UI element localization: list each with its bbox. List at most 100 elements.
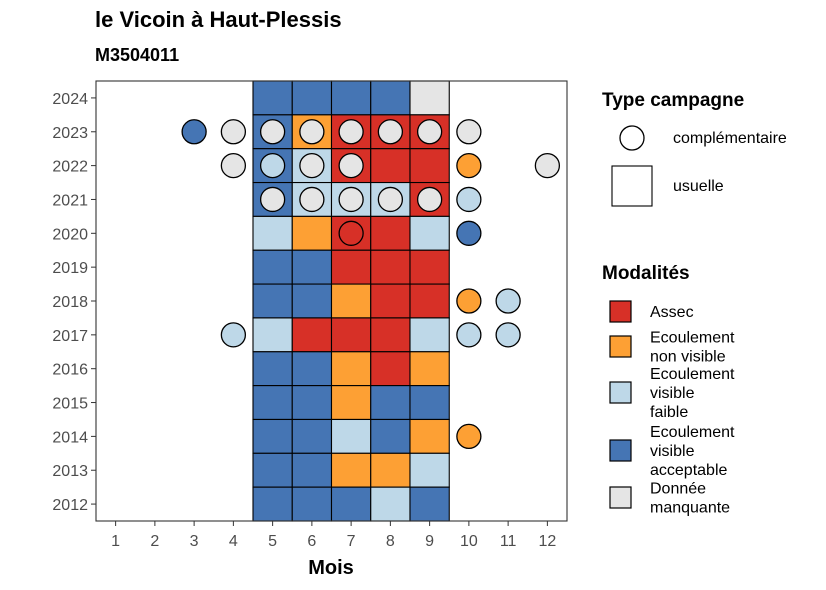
y-tick-label-2016: 2016: [52, 362, 88, 379]
point-complementaire-2021-8: [377, 186, 404, 213]
x-tick-label-7: 7: [347, 533, 356, 550]
legend-label-complementaire: complémentaire: [673, 130, 787, 147]
cell-usuelle-2016-6: [291, 351, 333, 387]
x-tick-label-8: 8: [386, 533, 395, 550]
point-complementaire-2022-10: [456, 152, 482, 179]
legend-key-assec: [609, 300, 632, 323]
cell-usuelle-2019-8: [370, 249, 411, 285]
y-tick-label-2024: 2024: [52, 91, 88, 108]
cell-usuelle-2017-5: [252, 317, 293, 353]
point-complementaire-2023-3: [181, 119, 207, 145]
cell-usuelle-2014-8: [370, 418, 411, 454]
legend-key-ecoulement-visible-faible: [609, 381, 632, 404]
cell-usuelle-2016-5: [252, 351, 293, 387]
cell-usuelle-2014-5: [252, 418, 293, 454]
legend-key-ecoulement-visible-acceptable: [609, 439, 632, 462]
point-complementaire-2022-7: [338, 152, 364, 179]
cell-usuelle-2015-5: [252, 385, 293, 421]
cell-usuelle-2016-7: [330, 351, 372, 387]
cell-usuelle-2016-8: [370, 351, 411, 387]
cell-usuelle-2015-7: [330, 385, 372, 421]
cell-usuelle-2019-5: [252, 249, 293, 285]
cell-usuelle-2015-8: [370, 385, 411, 421]
y-tick-label-2014: 2014: [52, 429, 88, 446]
legend-label-donnee-manquante: Donnée manquante: [650, 481, 730, 517]
cell-usuelle-2018-9: [409, 283, 450, 319]
x-axis-label: Mois: [308, 557, 354, 579]
cell-usuelle-2012-8: [370, 486, 411, 522]
y-tick-label-2018: 2018: [52, 294, 88, 311]
cell-usuelle-2014-6: [291, 418, 333, 454]
point-complementaire-2014-10: [456, 423, 482, 450]
y-tick-label-2022: 2022: [52, 159, 88, 176]
cell-usuelle-2013-5: [252, 452, 293, 488]
legend-key-complementaire: [619, 125, 645, 151]
x-tick-label-1: 1: [111, 533, 120, 550]
x-tick-label-3: 3: [190, 533, 199, 550]
y-tick-label-2021: 2021: [52, 192, 88, 209]
cell-usuelle-2012-6: [291, 486, 333, 522]
cell-usuelle-2017-8: [370, 317, 411, 353]
x-tick-label-6: 6: [307, 533, 316, 550]
x-tick-label-10: 10: [460, 533, 478, 550]
point-complementaire-2020-7: [338, 220, 364, 246]
y-tick-label-2012: 2012: [52, 497, 88, 514]
cell-usuelle-2015-9: [409, 385, 450, 421]
cell-usuelle-2018-5: [252, 283, 293, 319]
cell-usuelle-2019-6: [291, 249, 333, 285]
cell-usuelle-2024-8: [370, 80, 411, 116]
point-complementaire-2021-5: [259, 186, 286, 213]
cell-usuelle-2018-7: [330, 283, 372, 319]
x-tick-label-12: 12: [538, 533, 556, 550]
point-complementaire-2023-10: [456, 119, 482, 145]
point-complementaire-2023-4: [220, 119, 247, 145]
x-tick-label-2: 2: [150, 533, 159, 550]
legend-label-ecoulement-non-visible: Ecoulement non visible: [650, 330, 735, 366]
point-complementaire-2023-6: [299, 119, 325, 145]
y-tick-label-2020: 2020: [52, 226, 88, 243]
cell-usuelle-2024-6: [291, 80, 333, 116]
x-tick-label-5: 5: [268, 533, 277, 550]
cell-usuelle-2015-6: [291, 385, 333, 421]
chart-subtitle: M3504011: [95, 45, 180, 65]
cell-usuelle-2014-7: [330, 418, 372, 454]
point-complementaire-2022-4: [220, 152, 247, 179]
point-complementaire-2022-6: [299, 152, 325, 179]
cell-usuelle-2013-9: [409, 452, 450, 488]
legend-label-ecoulement-visible-acceptable: Ecoulement visible acceptable: [650, 424, 735, 479]
cell-usuelle-2013-6: [291, 452, 333, 488]
legend-type-campagne: Type campagne complémentaire usuelle: [602, 90, 787, 207]
legend-type-title: Type campagne: [602, 90, 744, 111]
point-complementaire-2023-9: [416, 119, 443, 145]
legend-key-usuelle: [611, 165, 653, 207]
y-tick-label-2013: 2013: [52, 463, 88, 480]
legend-label-assec: Assec: [650, 304, 694, 321]
point-complementaire-2023-8: [377, 119, 404, 145]
x-axis: 1 2 3 4 5 6 7 8 9 10 11 12: [111, 521, 556, 550]
point-complementaire-2023-5: [259, 119, 286, 145]
point-complementaire-2021-10: [456, 186, 482, 213]
cell-usuelle-2017-6: [291, 317, 333, 353]
cell-usuelle-2012-9: [409, 486, 450, 522]
cell-usuelle-2020-8: [370, 215, 411, 251]
cell-usuelle-2024-5: [252, 80, 293, 116]
cell-usuelle-2019-7: [330, 249, 372, 285]
point-complementaire-2021-9: [416, 186, 443, 213]
cell-usuelle-2016-9: [409, 351, 450, 387]
point-complementaire-2022-5: [259, 152, 286, 179]
legend-modalites-title: Modalités: [602, 263, 690, 284]
plot-panel: [95, 80, 568, 522]
cell-usuelle-2013-7: [330, 452, 372, 488]
cell-usuelle-2024-9: [409, 80, 450, 116]
x-tick-label-9: 9: [425, 533, 434, 550]
y-tick-label-2015: 2015: [52, 396, 88, 413]
y-tick-label-2019: 2019: [52, 260, 88, 277]
legend-key-ecoulement-non-visible: [609, 335, 632, 358]
cell-usuelle-2017-7: [330, 317, 372, 353]
legend-key-donnee-manquante: [609, 486, 632, 509]
cell-usuelle-2020-9: [409, 215, 450, 251]
y-axis: 2012 2013 2014 2015 2016 2017 2018 2019 2020 2021…: [52, 91, 96, 514]
cell-usuelle-2020-6: [291, 215, 333, 251]
cell-usuelle-2018-6: [291, 283, 333, 319]
x-tick-label-11: 11: [500, 533, 517, 550]
